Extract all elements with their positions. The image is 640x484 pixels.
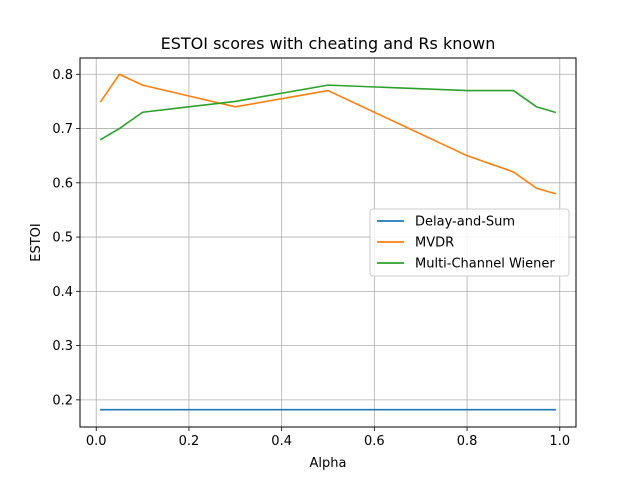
legend-box bbox=[369, 208, 570, 277]
legend-entry-0: Delay-and-Sum bbox=[415, 215, 515, 230]
series-line-1 bbox=[99, 73, 557, 195]
y-tick-label: 0.3 bbox=[52, 339, 73, 354]
x-tick-label: 0.0 bbox=[86, 434, 107, 449]
legend: Delay-and-Sum MVDR Multi-Channel Wiener bbox=[369, 208, 570, 277]
y-tick-label: 0.4 bbox=[52, 285, 73, 300]
x-tick-label: 0.6 bbox=[364, 434, 385, 449]
tick-layer: 0.0 0.2 0.4 0.6 0.8 1.0 0.2 0.3 0.4 0.5 0.6 0.7 0.8 bbox=[52, 68, 570, 449]
legend-entry-1: MVDR bbox=[415, 236, 454, 251]
legend-entry-2: Multi-Channel Wiener bbox=[415, 257, 555, 272]
y-tick-label: 0.2 bbox=[52, 393, 73, 408]
y-tick-label: 0.7 bbox=[52, 122, 73, 137]
y-tick-label: 0.6 bbox=[52, 176, 73, 191]
y-axis-label: ESTOI bbox=[29, 223, 44, 261]
x-tick-label: 0.8 bbox=[457, 434, 478, 449]
x-tick-label: 1.0 bbox=[549, 434, 570, 449]
y-tick-label: 0.8 bbox=[52, 68, 73, 83]
plot-frame bbox=[79, 57, 577, 428]
x-axis-label: Alpha bbox=[310, 456, 347, 471]
series-line-2 bbox=[99, 84, 557, 141]
series-layer bbox=[99, 73, 557, 411]
chart-title: ESTOI scores with cheating and Rs known bbox=[161, 34, 496, 53]
y-tick-label: 0.5 bbox=[52, 231, 73, 246]
x-tick-label: 0.2 bbox=[179, 434, 200, 449]
x-tick-label: 0.4 bbox=[271, 434, 292, 449]
